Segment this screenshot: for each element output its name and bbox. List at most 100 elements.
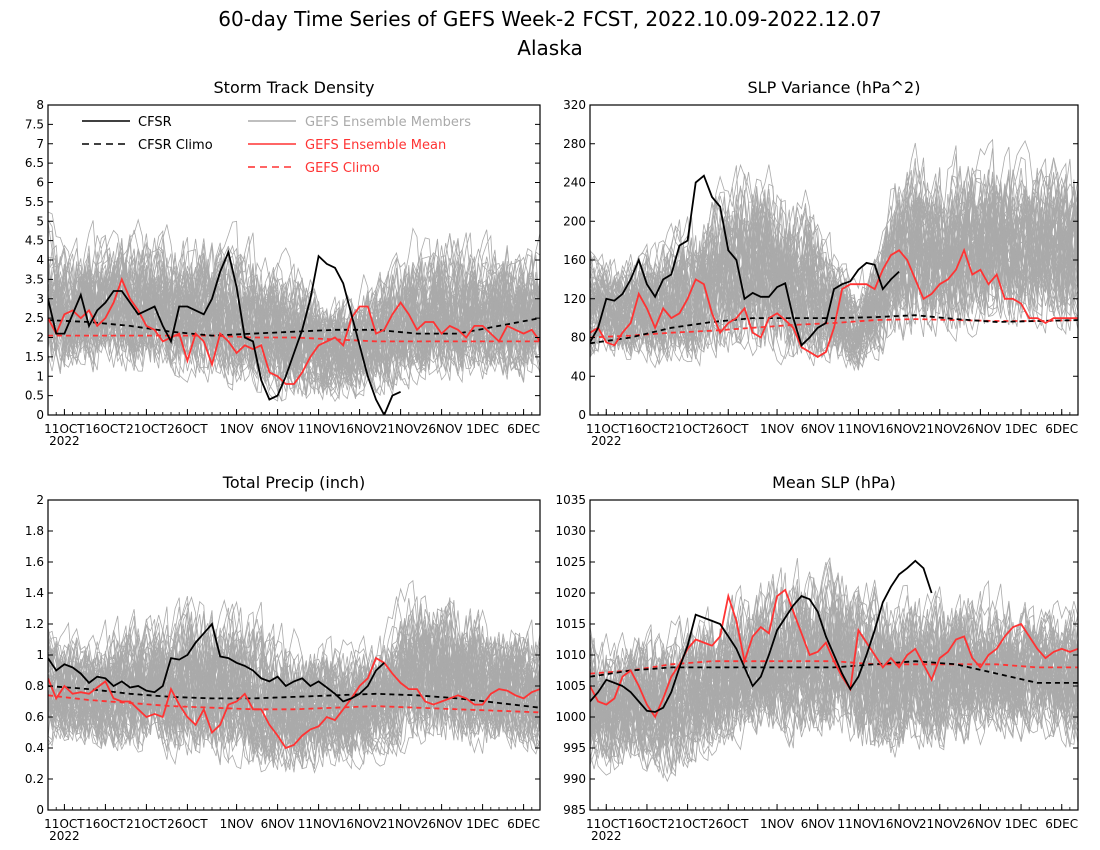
member-line [590,170,1078,355]
member-line [48,249,540,392]
y-tick-label: 1.2 [25,617,44,631]
member-line [590,166,1078,353]
x-tick-label: 21OCT [667,422,708,436]
x-tick-label: 11NOV [298,817,340,831]
y-tick-label: 40 [571,369,586,383]
y-tick-label: 2 [36,331,44,345]
x-tick-label: 16OCT [627,817,668,831]
member-line [48,227,540,400]
member-line [590,179,1078,355]
y-tick-label: 1.8 [25,524,44,538]
series-cfsr [590,559,933,713]
x-year-label: 2022 [591,434,622,448]
x-tick-label: 11OCT [44,422,85,436]
y-tick-label: 280 [563,137,586,151]
x-tick-label: 11OCT [44,817,85,831]
y-tick-label: 990 [563,772,586,786]
y-tick-label: 1020 [555,586,586,600]
x-tick-label: 11OCT [586,422,627,436]
legend: CFSR CFSR Climo GEFS Ensemble Members GE… [82,115,471,176]
x-tick-label: 6DEC [1045,817,1078,831]
y-tick-label: 320 [563,98,586,112]
y-tick-label: 1000 [555,710,586,724]
x-tick-label: 26OCT [167,422,208,436]
series-cfsr-climo [590,660,1078,684]
y-tick-label: 0.6 [25,710,44,724]
x-tick-label: 16OCT [85,817,126,831]
y-tick-label: 0.4 [25,741,44,755]
x-tick-label: 1DEC [1005,817,1038,831]
member-line [48,622,540,747]
member-line [590,565,1078,767]
x-year-label: 2022 [49,434,80,448]
y-tick-label: 1025 [555,555,586,569]
series-gefs-ensemble-mean [590,247,1078,358]
panel-title: Mean SLP (hPa) [772,473,896,492]
member-line [48,253,540,397]
y-tick-label: 120 [563,292,586,306]
panel-title: Total Precip (inch) [222,473,365,492]
y-tick-label: 1.6 [25,555,44,569]
y-tick-label: 80 [571,331,586,345]
ensemble-members [590,557,1078,783]
member-line [48,243,540,379]
series-cfsr-climo [48,317,540,337]
x-tick-label: 26NOV [960,817,1002,831]
y-tick-label: 8 [36,98,44,112]
y-tick-label: 0 [36,408,44,422]
x-tick-label: 1NOV [760,817,795,831]
y-tick-label: 7 [36,137,44,151]
x-tick-label: 6NOV [801,817,836,831]
series-cfsr [590,174,900,347]
series-gefs-ensemble-mean [48,276,540,385]
x-tick-label: 21OCT [667,817,708,831]
member-line [48,598,540,769]
x-tick-label: 16NOV [878,817,920,831]
x-tick-label: 6DEC [1045,422,1078,436]
x-tick-label: 26OCT [167,817,208,831]
figure-subtitle: Alaska [517,36,582,60]
ensemble-members [590,138,1078,372]
legend-gefs-climo-label: GEFS Climo [305,161,380,176]
x-tick-label: 6NOV [261,422,296,436]
legend-cfsr-label: CFSR [138,115,172,130]
x-tick-label: 11NOV [298,422,340,436]
member-line [48,218,540,387]
series-gefs-climo [48,694,540,714]
y-tick-label: 1005 [555,679,586,693]
y-tick-label: 985 [563,803,586,817]
x-tick-label: 1NOV [220,817,255,831]
ensemble-members [48,211,540,402]
member-line [590,168,1078,359]
series-gefs-ensemble-mean [590,588,1078,719]
y-tick-label: 5.5 [25,195,44,209]
y-tick-label: 0.2 [25,772,44,786]
x-tick-label: 6DEC [507,817,540,831]
y-tick-label: 3.5 [25,272,44,286]
member-line [48,635,540,763]
member-line [590,193,1078,363]
x-tick-label: 26OCT [708,817,749,831]
y-tick-label: 0 [578,408,586,422]
panel-title: SLP Variance (hPa^2) [748,78,921,97]
x-tick-label: 1NOV [760,422,795,436]
y-tick-label: 1 [36,648,44,662]
x-tick-label: 11NOV [838,817,880,831]
x-tick-label: 21OCT [126,817,167,831]
x-tick-label: 16NOV [339,422,381,436]
y-tick-label: 1.4 [25,586,44,600]
y-tick-label: 1015 [555,617,586,631]
ensemble-members [48,579,540,774]
y-tick-label: 240 [563,176,586,190]
x-tick-label: 21NOV [919,422,961,436]
member-line [590,595,1078,763]
x-tick-label: 11OCT [586,817,627,831]
x-tick-label: 6NOV [261,817,296,831]
y-tick-label: 4.5 [25,234,44,248]
member-line [590,597,1078,733]
series-gefs-climo [48,334,540,343]
legend-ens-mean-label: GEFS Ensemble Mean [305,138,446,153]
series-gefs-ensemble-mean [48,656,540,750]
panel-4: Mean SLP (hPa) 985 990 995 1000 1005 1010 1015 1… [555,473,1079,843]
